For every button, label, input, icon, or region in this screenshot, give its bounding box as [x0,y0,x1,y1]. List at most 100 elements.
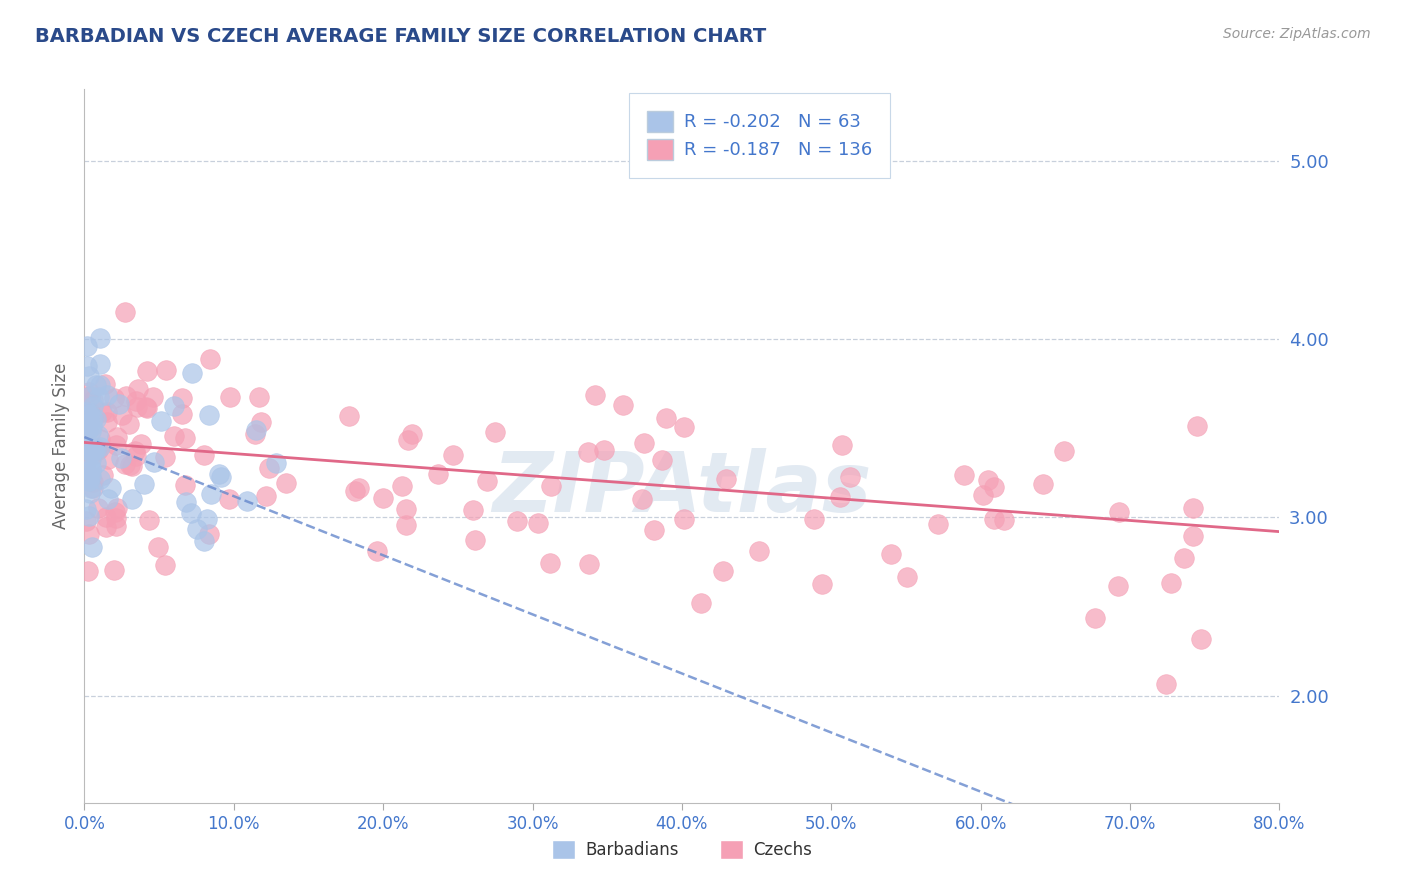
Point [80,452,103,467]
Point [505,514,527,528]
Point [96,388,118,402]
Point [181,366,204,380]
Point [80,481,103,495]
Point [748,543,770,558]
Point [371,491,394,505]
Y-axis label: Average Family Size: Average Family Size [52,363,70,529]
Point [79,407,101,421]
Point [366,544,388,558]
Point [80,449,103,463]
Point [83,443,105,458]
Point [1084,611,1107,625]
Point [89,432,111,446]
Point [173,478,195,492]
Point [193,533,215,548]
Point [463,503,485,517]
Point [77,527,100,541]
Point [87,442,110,457]
Point [197,512,219,526]
Point [1189,632,1212,646]
Point [89,331,111,345]
Point [174,494,197,508]
Point [77,409,100,423]
Point [91,405,114,419]
Point [218,492,240,507]
Point [100,481,122,495]
Point [80,424,103,438]
Point [114,304,136,318]
Point [174,432,197,446]
Point [86,456,108,470]
Point [84,377,107,392]
Point [208,467,231,481]
Point [146,540,169,554]
Point [198,408,221,422]
Point [612,398,634,412]
Point [193,448,215,462]
Point [121,458,143,473]
Point [111,409,134,423]
Point [105,430,128,444]
Point [79,389,101,403]
Point [631,492,654,507]
Point [484,425,506,439]
Point [120,458,142,473]
Point [395,517,418,532]
Point [1182,529,1205,543]
Point [153,450,176,464]
Point [655,410,678,425]
Point [76,423,98,437]
Point [249,415,271,429]
Point [172,391,194,405]
Point [87,427,110,442]
Point [105,500,128,515]
Point [1107,579,1129,593]
Point [952,467,974,482]
Text: ZIPAtlas: ZIPAtlas [492,449,872,529]
Point [673,420,696,434]
Point [811,577,834,591]
Point [896,569,918,583]
Point [118,417,141,431]
Point [401,426,423,441]
Point [391,479,413,493]
Point [583,388,606,402]
Point [105,438,128,452]
Point [395,501,418,516]
Point [94,520,117,534]
Point [839,469,862,483]
Point [82,418,104,433]
Point [259,460,281,475]
Point [80,469,103,483]
Point [200,352,222,367]
Point [79,389,101,403]
Point [77,471,100,485]
Point [245,423,267,437]
Point [343,483,366,498]
Point [89,378,111,392]
Point [135,364,157,378]
Point [593,442,616,457]
Point [77,474,100,488]
Point [464,533,486,547]
Point [84,412,107,426]
Point [104,519,127,533]
Point [82,541,104,555]
Point [243,426,266,441]
Point [142,455,165,469]
Point [75,422,97,436]
Point [651,453,673,467]
Point [75,442,97,457]
Point [186,522,208,536]
Point [77,509,100,524]
Point [972,488,994,502]
Point [82,411,104,425]
Point [1154,677,1177,691]
Point [134,477,156,491]
Point [76,339,98,353]
Point [396,433,419,447]
Point [276,475,298,490]
Point [86,441,108,455]
Point [716,472,738,486]
Point [75,463,97,477]
